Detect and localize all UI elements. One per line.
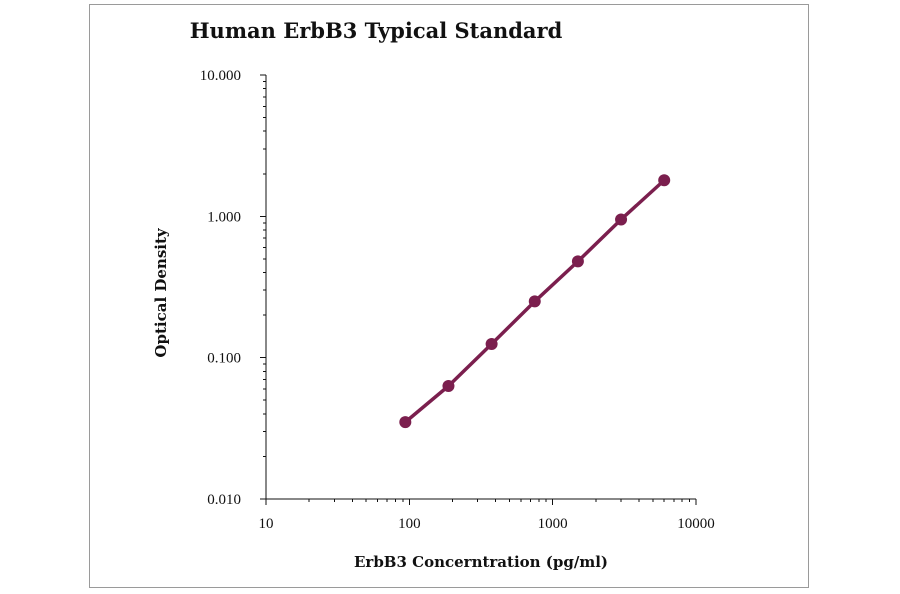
y-axis-ticks	[260, 74, 266, 500]
y-tick-label: 1.000	[207, 209, 241, 225]
chart-frame: Human ErbB3 Typical Standard Optical Den…	[89, 4, 809, 588]
x-axis-label: ErbB3 Concerntration (pg/ml)	[354, 553, 608, 571]
axes: 10.000 1.000 0.100 0.010 10 100 1000 10000	[200, 68, 715, 532]
data-point	[571, 255, 584, 268]
data-point	[615, 213, 628, 226]
chart-title: Human ErbB3 Typical Standard	[190, 18, 563, 43]
x-tick-label: 100	[398, 516, 421, 532]
plot-series	[399, 174, 671, 429]
y-tick-label: 0.010	[207, 492, 241, 508]
x-tick-label: 10	[259, 516, 274, 532]
data-point	[442, 380, 455, 393]
x-tick-label: 1000	[538, 516, 568, 532]
data-point	[528, 295, 541, 308]
chart: Human ErbB3 Typical Standard Optical Den…	[152, 18, 715, 571]
data-point	[399, 416, 412, 429]
y-tick-label: 0.100	[207, 351, 241, 367]
x-axis-ticks	[265, 499, 697, 505]
data-point	[485, 337, 498, 350]
x-tick-label: 10000	[677, 516, 715, 532]
y-axis-label: Optical Density	[152, 227, 170, 357]
data-point	[658, 174, 671, 187]
x-axis-tick-labels: 10 100 1000 10000	[259, 516, 715, 532]
y-axis-tick-labels: 10.000 1.000 0.100 0.010	[200, 68, 241, 508]
y-tick-label: 10.000	[200, 68, 241, 84]
